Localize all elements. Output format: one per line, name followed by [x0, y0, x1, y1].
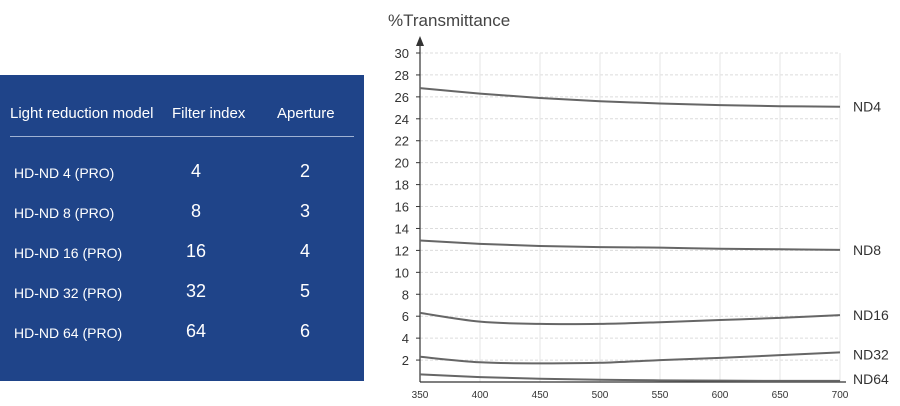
y-axis-arrow: [416, 36, 424, 46]
y-tick-label: 22: [395, 134, 409, 149]
aperture-value: 3: [299, 201, 310, 221]
x-tick-label: 400: [472, 390, 489, 401]
x-tick-label: 350: [412, 390, 429, 401]
x-tick-label: 450: [532, 390, 549, 401]
y-tick-label: 20: [395, 156, 409, 171]
table-row: HD-ND 16 (PRO) 16 4: [0, 241, 364, 265]
y-tick-label: 4: [402, 331, 409, 346]
header-model: Light reduction model: [10, 105, 154, 122]
model-name: HD-ND 64 (PRO): [14, 325, 123, 341]
table-row: HD-ND 4 (PRO) 4 2: [0, 161, 364, 185]
y-tick-label: 8: [402, 287, 409, 302]
table-row: HD-ND 8 (PRO) 8 3: [0, 201, 364, 225]
series-line-nd64: [419, 373, 841, 382]
aperture-value: 2: [299, 161, 310, 181]
filter-index: 8: [190, 201, 201, 221]
y-tick-label: 2: [402, 353, 409, 368]
y-tick-label: 16: [395, 200, 409, 215]
y-tick-label: 26: [395, 90, 409, 105]
series-label-nd4: ND4: [853, 99, 881, 115]
model-name: HD-ND 16 (PRO): [14, 245, 123, 261]
header-filter-index: Filter index: [172, 105, 246, 122]
model-name: HD-ND 32 (PRO): [14, 285, 123, 301]
table-row: HD-ND 64 (PRO) 64 6: [0, 321, 364, 345]
series-line-nd4: [419, 87, 841, 108]
series-line-nd8: [419, 239, 841, 251]
y-tick-label: 6: [402, 309, 409, 324]
y-tick-label: 24: [395, 112, 409, 127]
series-label-nd8: ND8: [853, 242, 881, 258]
model-name: HD-ND 4 (PRO): [14, 165, 115, 181]
y-tick-label: 30: [395, 46, 409, 61]
x-tick-label: 650: [772, 390, 789, 401]
filter-index: 4: [190, 161, 201, 181]
series-label-nd64: ND64: [853, 371, 889, 387]
series-line-nd32: [419, 351, 841, 365]
spec-table: Light reduction model Filter index Apert…: [0, 75, 364, 381]
y-axis-title: %Transmittance: [388, 11, 510, 30]
filter-index: 16: [185, 241, 207, 261]
x-tick-label: 600: [712, 390, 729, 401]
x-tick-label: 500: [592, 390, 609, 401]
y-tick-label: 28: [395, 68, 409, 83]
table-row: HD-ND 32 (PRO) 32 5: [0, 281, 364, 305]
series-line-nd16: [419, 311, 841, 326]
y-tick-label: 12: [395, 243, 409, 258]
header-aperture: Aperture: [277, 105, 335, 122]
aperture-value: 4: [299, 241, 310, 261]
y-tick-label: 18: [395, 178, 409, 193]
header-divider: [10, 136, 354, 137]
series-label-nd32: ND32: [853, 346, 889, 362]
aperture-value: 6: [299, 321, 310, 341]
y-tick-label: 10: [395, 265, 409, 280]
filter-index: 32: [185, 281, 207, 301]
model-name: HD-ND 8 (PRO): [14, 205, 115, 221]
y-tick-label: 14: [395, 221, 409, 236]
filter-index: 64: [185, 321, 207, 341]
series-label-nd16: ND16: [853, 307, 889, 323]
x-tick-label: 700: [832, 390, 849, 401]
aperture-value: 5: [299, 281, 310, 301]
x-tick-label: 550: [652, 390, 669, 401]
